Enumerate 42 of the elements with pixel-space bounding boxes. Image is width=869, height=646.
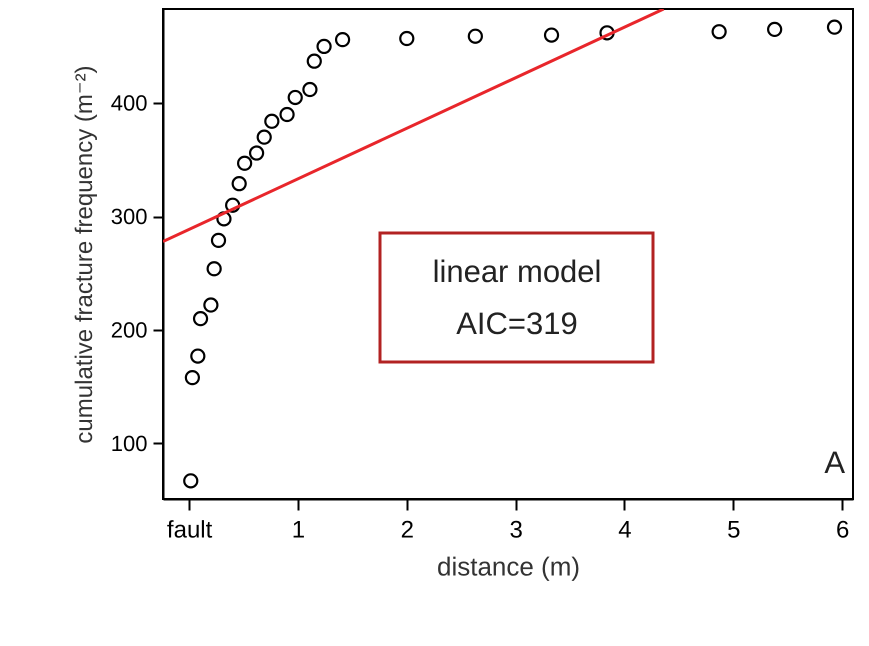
point (279, 106, 295, 122)
point (183, 473, 198, 488)
y-tick-label: 300 (110, 204, 148, 230)
point (712, 24, 727, 40)
point (334, 32, 350, 48)
point (544, 27, 560, 43)
y-tick-label: 100 (110, 430, 148, 456)
point (826, 20, 842, 35)
x-tick-label: 3 (509, 516, 523, 544)
point (316, 38, 332, 54)
point (232, 176, 247, 192)
point (288, 90, 303, 106)
x-tick-label: 5 (727, 516, 740, 544)
point (206, 261, 222, 276)
x-tick-label: 6 (836, 516, 850, 544)
x-tick-label: fault (166, 516, 213, 544)
x-tick-label: 4 (618, 516, 632, 544)
point (468, 28, 483, 44)
x-axis-title: distance (m) (436, 552, 580, 582)
point (264, 114, 280, 129)
point (306, 54, 322, 69)
annotation: A (824, 445, 846, 480)
point (203, 297, 219, 313)
point (302, 82, 318, 98)
point (216, 211, 232, 226)
x-tick-label: 2 (400, 516, 414, 544)
annotation: linear model AIC=319 (432, 254, 602, 341)
point (210, 232, 226, 248)
point (767, 22, 782, 38)
point (256, 130, 272, 145)
point (248, 145, 264, 161)
x-tick-label: 1 (292, 516, 306, 544)
y-tick-label: 400 (110, 90, 148, 116)
point (599, 25, 615, 40)
point (190, 348, 206, 364)
point (237, 156, 252, 171)
point (192, 311, 208, 326)
point (184, 370, 200, 386)
point (225, 198, 240, 213)
point (399, 30, 414, 46)
y-axis-title: cumulative fracture frequency (m⁻²) (70, 65, 98, 444)
y-tick-label: 200 (110, 317, 148, 342)
